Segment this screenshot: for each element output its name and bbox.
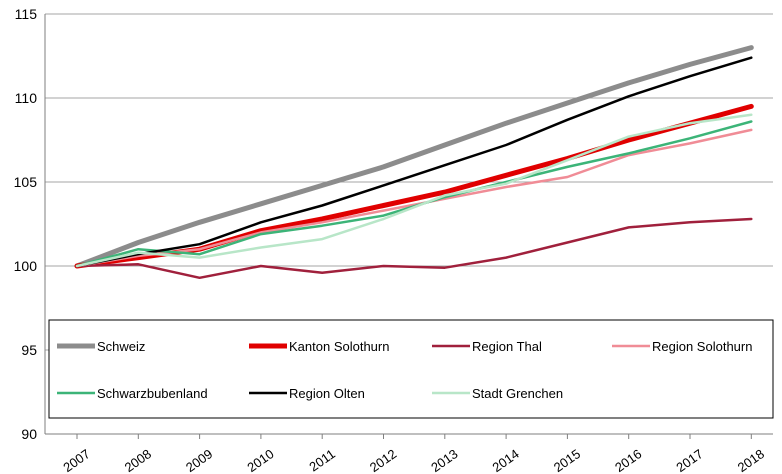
legend-label: Region Solothurn xyxy=(652,339,752,354)
x-tick-label: 2013 xyxy=(428,446,460,474)
legend: Schweiz Kanton Solothurn Region Thal Region… xyxy=(57,339,752,401)
x-tick-label: 2007 xyxy=(60,446,92,474)
legend-label: Schwarzbubenland xyxy=(97,386,208,401)
legend-item: Stadt Grenchen xyxy=(432,386,563,401)
legend-label: Kanton Solothurn xyxy=(289,339,389,354)
x-tick-labels: 2007 2008 2009 2010 2011 2012 2013 2014 2015 2016… xyxy=(60,446,767,474)
x-tick-label: 2011 xyxy=(306,446,338,474)
x-tick-label: 2018 xyxy=(735,446,767,474)
x-tick-label: 2015 xyxy=(551,446,583,474)
legend-item: Schwarzbubenland xyxy=(57,386,208,401)
legend-label: Stadt Grenchen xyxy=(472,386,563,401)
series-line-stadt-grenchen xyxy=(75,113,753,268)
x-tick-label: 2012 xyxy=(367,446,399,474)
series-line-kanton-solothurn xyxy=(74,103,754,269)
series-line-region-olten xyxy=(75,56,753,268)
legend-label: Region Thal xyxy=(472,339,542,354)
legend-item: Schweiz xyxy=(57,339,145,354)
y-tick-label: 90 xyxy=(21,426,37,442)
y-tick-label: 115 xyxy=(15,6,38,22)
legend-label: Schweiz xyxy=(97,339,145,354)
x-tick-label: 2017 xyxy=(673,446,705,474)
y-tick-label: 110 xyxy=(15,90,38,106)
legend-item: Kanton Solothurn xyxy=(249,339,389,354)
legend-item: Region Olten xyxy=(249,386,365,401)
legend-item: Region Thal xyxy=(432,339,542,354)
legend-box xyxy=(48,319,774,419)
x-tick-label: 2008 xyxy=(122,446,154,474)
x-tick-label: 2010 xyxy=(244,446,276,474)
x-tick-label: 2009 xyxy=(183,446,215,474)
legend-label: Region Olten xyxy=(289,386,365,401)
series-line-schweiz xyxy=(74,45,754,269)
x-tick-label: 2014 xyxy=(490,446,522,474)
y-tick-labels: 90 95 100 105 110 115 xyxy=(14,6,38,442)
series-line-region-solothurn xyxy=(75,128,753,268)
series-lines xyxy=(74,45,754,280)
y-tick-label: 95 xyxy=(21,342,37,358)
legend-item: Region Solothurn xyxy=(612,339,752,354)
y-tick-label: 105 xyxy=(14,174,38,190)
y-tick-label: 100 xyxy=(14,258,38,274)
axes xyxy=(44,14,773,439)
series-line-region-thal xyxy=(75,217,753,280)
x-tick-label: 2016 xyxy=(612,446,644,474)
series-line-schwarzbubenland xyxy=(75,120,753,268)
